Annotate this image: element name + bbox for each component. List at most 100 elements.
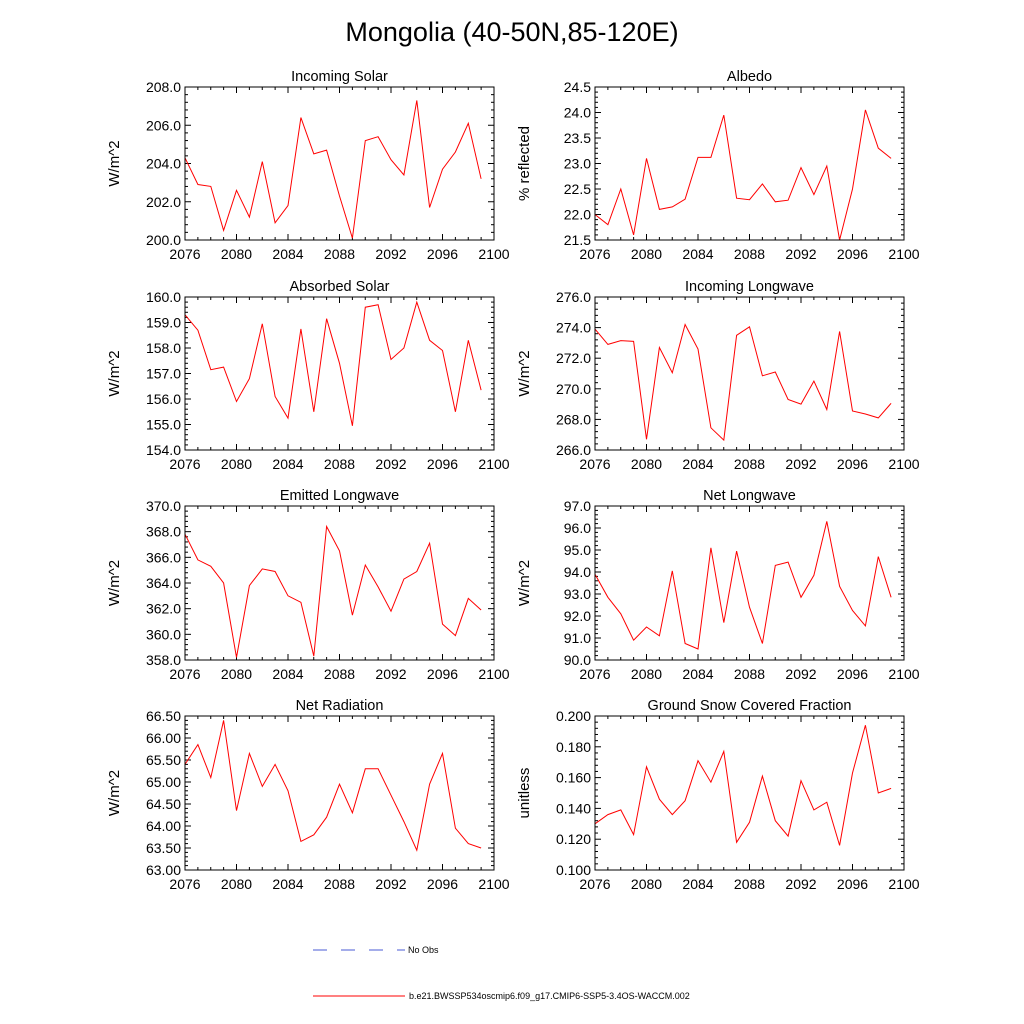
x-tick-label: 2076: [169, 666, 200, 682]
y-tick-label: 362.0: [146, 601, 181, 617]
y-tick-label: 0.200: [556, 708, 591, 724]
y-tick-label: 268.0: [556, 411, 591, 427]
y-tick-label: 21.5: [564, 232, 591, 248]
y-tick-label: 364.0: [146, 575, 181, 591]
y-tick-label: 160.0: [146, 289, 181, 305]
y-tick-label: 368.0: [146, 524, 181, 540]
x-tick-label: 2096: [427, 666, 458, 682]
y-tick-label: 91.0: [564, 630, 591, 646]
x-tick-label: 2096: [837, 666, 868, 682]
y-axis-label: unitless: [516, 768, 533, 819]
y-axis-label: W/m^2: [516, 560, 533, 606]
y-tick-label: 23.0: [564, 156, 591, 172]
panel-title: Net Radiation: [296, 698, 384, 714]
y-tick-label: 157.0: [146, 366, 181, 382]
y-tick-label: 200.0: [146, 232, 181, 248]
y-tick-label: 274.0: [556, 320, 591, 336]
y-tick-label: 156.0: [146, 391, 181, 407]
x-tick-label: 2084: [272, 666, 303, 682]
y-tick-label: 206.0: [146, 117, 181, 133]
series-line-1: [184, 300, 482, 426]
x-tick-label: 2080: [631, 456, 662, 472]
y-tick-label: 154.0: [146, 442, 181, 458]
y-tick-label: 0.120: [556, 831, 591, 847]
y-tick-label: 0.160: [556, 770, 591, 786]
legend-obs-label: No Obs: [408, 945, 439, 955]
x-tick-label: 2076: [579, 876, 610, 892]
y-tick-label: 65.50: [146, 752, 181, 768]
y-tick-label: 155.0: [146, 417, 181, 433]
y-tick-label: 66.00: [146, 730, 181, 746]
panel-title: Incoming Solar: [291, 69, 388, 85]
x-tick-label: 2084: [682, 876, 713, 892]
x-tick-label: 2096: [427, 876, 458, 892]
x-tick-label: 2080: [221, 876, 252, 892]
y-tick-label: 93.0: [564, 586, 591, 602]
y-axis-label: W/m^2: [106, 350, 123, 396]
x-tick-label: 2092: [375, 246, 406, 262]
series-line-1: [184, 100, 482, 239]
series-line-1: [184, 720, 482, 852]
y-tick-label: 66.50: [146, 708, 181, 724]
x-tick-label: 2084: [272, 246, 303, 262]
y-tick-label: 95.0: [564, 542, 591, 558]
y-tick-label: 366.0: [146, 549, 181, 565]
x-tick-label: 2084: [682, 246, 713, 262]
x-tick-label: 2080: [221, 666, 252, 682]
y-tick-label: 64.50: [146, 796, 181, 812]
chart-panel-1: Incoming Solar 2076 2080 2084 2088 2092 2096 21…: [106, 69, 510, 262]
figure-title: Mongolia (40-50N,85-120E): [345, 17, 678, 47]
x-tick-label: 2100: [478, 876, 509, 892]
y-tick-label: 22.0: [564, 207, 591, 223]
y-axis-label: W/m^2: [106, 770, 123, 816]
y-tick-label: 276.0: [556, 289, 591, 305]
plot-frame: [184, 505, 495, 661]
x-tick-label: 2100: [478, 456, 509, 472]
y-axis-label: % reflected: [516, 126, 533, 201]
x-tick-label: 2100: [888, 246, 919, 262]
chart-panel-2: Albedo 2076 2080 2084 2088 2092 2096 2100 21.5 22…: [516, 69, 920, 262]
y-axis-label: W/m^2: [516, 350, 533, 396]
x-tick-label: 2100: [478, 246, 509, 262]
panel-title: Incoming Longwave: [685, 279, 814, 295]
x-tick-label: 2080: [221, 246, 252, 262]
panel-title: Net Longwave: [703, 488, 796, 504]
x-tick-label: 2096: [837, 456, 868, 472]
series-line-1: [594, 109, 892, 241]
panel-title: Ground Snow Covered Fraction: [648, 698, 852, 714]
x-tick-label: 2092: [785, 666, 816, 682]
y-tick-label: 65.00: [146, 774, 181, 790]
x-tick-label: 2092: [375, 456, 406, 472]
x-tick-label: 2084: [682, 456, 713, 472]
x-tick-label: 2076: [169, 246, 200, 262]
chart-panel-8: Ground Snow Covered Fraction 2076 2080 2084…: [516, 698, 920, 892]
y-tick-label: 63.50: [146, 840, 181, 856]
chart-panel-6: Net Longwave 2076 2080 2084 2088 2092 2096 2100…: [516, 488, 920, 682]
plot-frame: [594, 505, 905, 661]
x-tick-label: 2088: [324, 876, 355, 892]
y-tick-label: 24.5: [564, 79, 591, 95]
x-tick-label: 2076: [579, 456, 610, 472]
series-line-1: [594, 323, 892, 442]
x-tick-label: 2076: [579, 246, 610, 262]
x-tick-label: 2084: [272, 876, 303, 892]
chart-panel-4: Incoming Longwave 2076 2080 2084 2088 2092 209…: [516, 279, 920, 472]
y-tick-label: 92.0: [564, 608, 591, 624]
panel-title: Albedo: [727, 69, 772, 85]
x-tick-label: 2092: [375, 666, 406, 682]
panels: Incoming Solar 2076 2080 2084 2088 2092 2096 21…: [106, 69, 920, 892]
y-tick-label: 358.0: [146, 652, 181, 668]
x-tick-label: 2080: [221, 456, 252, 472]
y-tick-label: 94.0: [564, 564, 591, 580]
x-tick-label: 2088: [324, 456, 355, 472]
y-tick-label: 96.0: [564, 520, 591, 536]
y-tick-label: 370.0: [146, 498, 181, 514]
panel-title: Emitted Longwave: [280, 488, 399, 504]
y-tick-label: 63.00: [146, 862, 181, 878]
y-tick-label: 208.0: [146, 79, 181, 95]
x-tick-label: 2096: [427, 456, 458, 472]
plot-frame: [184, 86, 495, 241]
x-tick-label: 2100: [888, 456, 919, 472]
plot-frame: [594, 296, 905, 451]
